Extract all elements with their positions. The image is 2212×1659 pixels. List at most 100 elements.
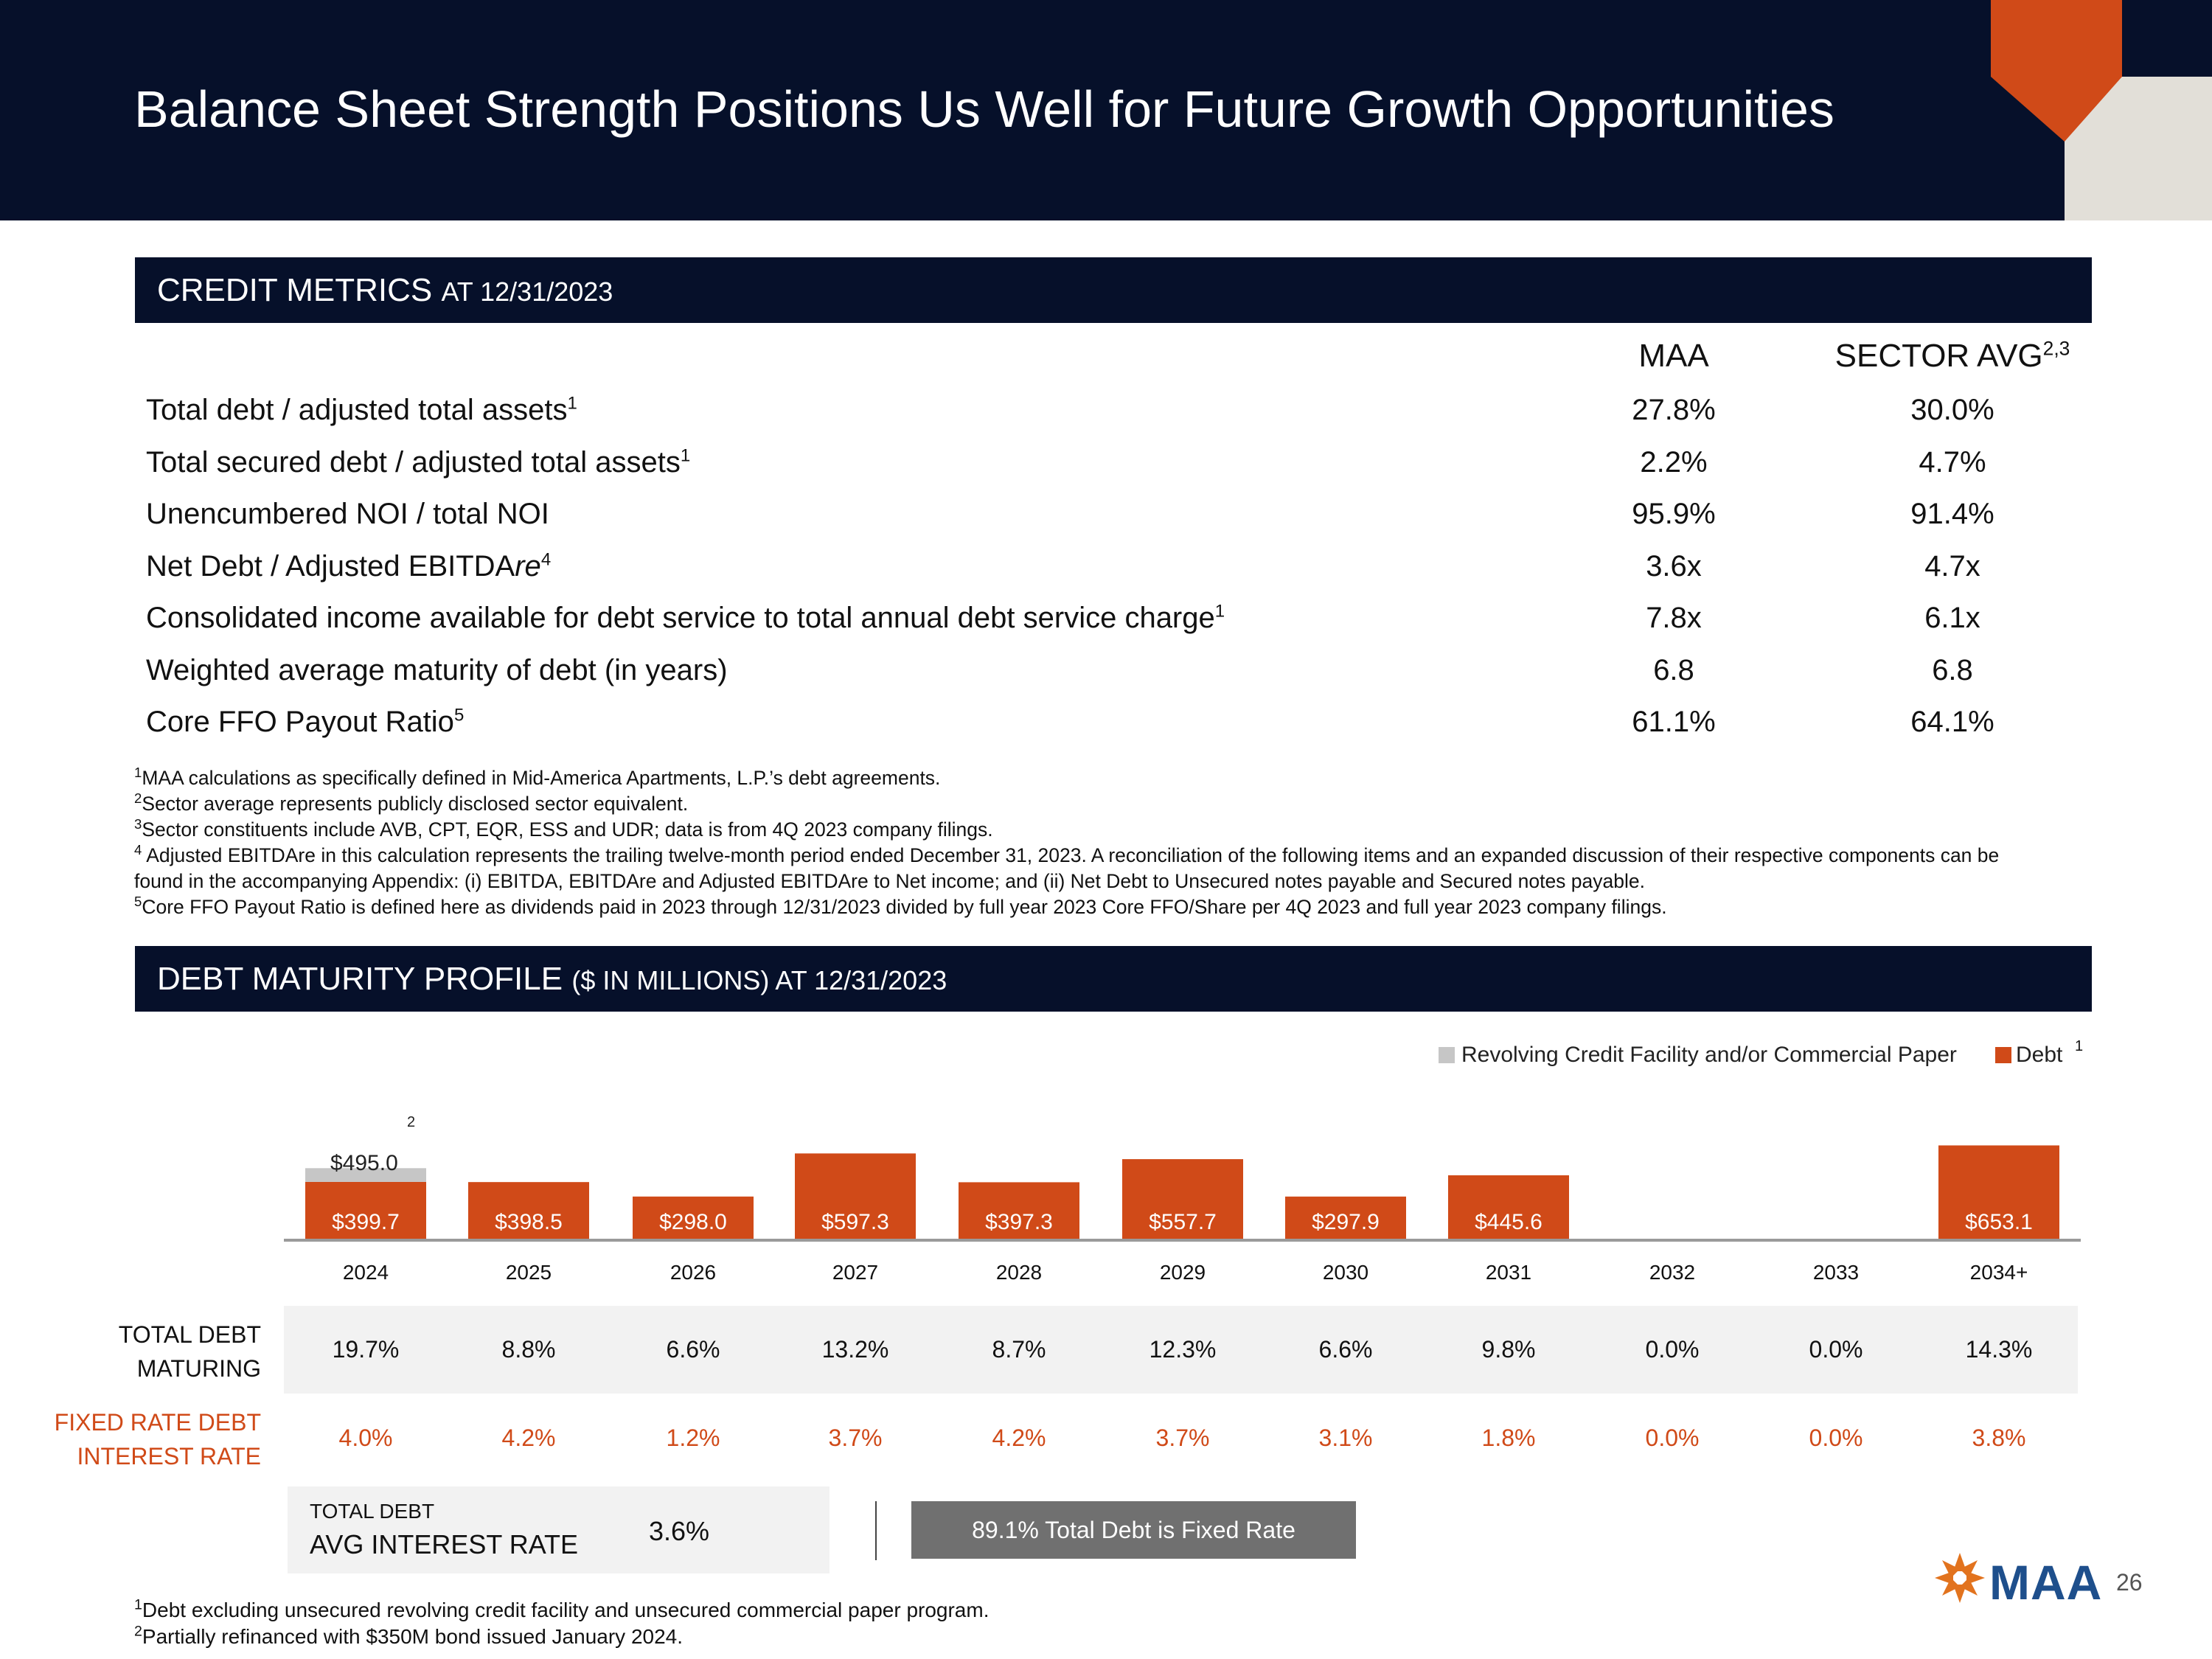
metric-value-sector: 4.7x <box>1924 549 1980 582</box>
debt-bar <box>1285 1196 1406 1239</box>
metric-row: Core FFO Payout Ratio5 61.1% 64.1% <box>0 706 2212 757</box>
debt-bar-label: $597.3 <box>821 1210 889 1234</box>
credit-footnotes: 1MAA calculations as specifically define… <box>134 765 2051 920</box>
legend-footnote-marker: 1 <box>2075 1038 2084 1054</box>
revolver-bar-label: $495.0 <box>330 1151 398 1175</box>
fixed-rate-label: FIXED RATE DEBT INTEREST RATE <box>54 1409 261 1470</box>
total-maturing-value: 0.0% <box>1809 1336 1863 1363</box>
debt-bar <box>633 1196 754 1239</box>
fixed-rate-value: 4.2% <box>501 1425 556 1451</box>
metric-value-sector: 91.4% <box>1910 498 1994 530</box>
total-maturing-band <box>284 1306 2078 1394</box>
total-maturing-value: 13.2% <box>821 1336 889 1363</box>
fixed-rate-value: 3.8% <box>1972 1425 2026 1451</box>
avg-rate-label-line2: AVG INTEREST RATE <box>310 1529 579 1559</box>
metric-row: Total secured debt / adjusted total asse… <box>0 446 2212 498</box>
title-banner <box>0 0 2212 220</box>
metric-row: Unencumbered NOI / total NOI 95.9% 91.4% <box>0 498 2212 549</box>
metric-value-sector: 30.0% <box>1910 394 1994 426</box>
debt-header-main: DEBT MATURITY PROFILE <box>157 961 563 997</box>
credit-header-sub: AT 12/31/2023 <box>441 276 613 307</box>
bar-footnote-marker: 2 <box>407 1114 415 1130</box>
debt-bar-label: $399.7 <box>332 1210 400 1234</box>
fixed-rate-value: 4.0% <box>338 1425 393 1451</box>
total-maturing-value: 9.8% <box>1481 1336 1536 1363</box>
metric-value-sector: 6.8 <box>1932 653 1973 686</box>
total-maturing-value: 8.7% <box>992 1336 1046 1363</box>
credit-header-main: CREDIT METRICS <box>157 272 433 308</box>
corner-decoration-icon <box>1991 0 2212 220</box>
footnote: 1Debt excluding unsecured revolving cred… <box>134 1596 990 1621</box>
footnote: 4 Adjusted EBITDAre in this calculation … <box>134 842 2000 892</box>
total-maturing-value: 6.6% <box>666 1336 720 1363</box>
metric-row: Weighted average maturity of debt (in ye… <box>0 654 2212 706</box>
x-tick-label: 2031 <box>1486 1261 1531 1284</box>
fixed-rate-value: 3.7% <box>828 1425 883 1451</box>
metric-label: Net Debt / Adjusted EBITDAre4 <box>146 549 552 582</box>
debt-bar-label: $297.9 <box>1312 1210 1380 1234</box>
footnote: 5Core FFO Payout Ratio is defined here a… <box>134 894 1667 918</box>
fixed-rate-value: 3.1% <box>1318 1425 1373 1451</box>
avg-interest-rate-box: TOTAL DEBT AVG INTEREST RATE 3.6% <box>288 1486 830 1573</box>
metric-value-maa: 3.6x <box>1646 549 1702 582</box>
revolver-bar <box>305 1168 426 1182</box>
avg-rate-label-line1: TOTAL DEBT <box>310 1500 435 1523</box>
x-tick-label: 2029 <box>1160 1261 1206 1284</box>
footnote: 2Sector average represents publicly disc… <box>134 790 689 815</box>
x-tick-label: 2033 <box>1813 1261 1859 1284</box>
metric-value-maa: 95.9% <box>1632 498 1716 530</box>
legend-revolver-label: Revolving Credit Facility and/or Commerc… <box>1461 1043 1957 1067</box>
metric-value-sector: 6.1x <box>1924 602 1980 634</box>
fixed-rate-value: 0.0% <box>1809 1425 1863 1451</box>
debt-bar <box>1938 1145 2059 1239</box>
legend-revolver-swatch <box>1439 1047 1455 1063</box>
metric-row: Consolidated income available for debt s… <box>0 602 2212 653</box>
debt-bar-label: $653.1 <box>1965 1210 2033 1234</box>
footnote: 2Partially refinanced with $350M bond is… <box>134 1623 684 1648</box>
fixed-rate-value: 1.8% <box>1481 1425 1536 1451</box>
x-tick-label: 2028 <box>996 1261 1042 1284</box>
metric-value-maa: 7.8x <box>1646 602 1702 634</box>
metric-value-sector: 64.1% <box>1910 706 1994 738</box>
metric-value-maa: 61.1% <box>1632 706 1716 738</box>
debt-bar <box>795 1153 916 1239</box>
divider <box>875 1501 877 1560</box>
debt-bar <box>1122 1159 1243 1239</box>
page-title: Balance Sheet Strength Positions Us Well… <box>134 80 1834 138</box>
footnote: 3Sector constituents include AVB, CPT, E… <box>134 816 993 841</box>
debt-footnotes: 1Debt excluding unsecured revolving cred… <box>134 1597 989 1650</box>
col-header-sector-avg: SECTOR AVG2,3 <box>1834 337 2070 374</box>
debt-header-sub: ($ IN MILLIONS) AT 12/31/2023 <box>571 965 947 995</box>
debt-bar <box>959 1182 1079 1239</box>
total-maturing-value: 19.7% <box>332 1336 400 1363</box>
metric-value-maa: 27.8% <box>1632 394 1716 426</box>
debt-bar-label: $557.7 <box>1149 1210 1217 1234</box>
debt-bar-label: $298.0 <box>659 1210 727 1234</box>
fixed-rate-badge: 89.1% Total Debt is Fixed Rate <box>911 1501 1356 1559</box>
x-tick-label: 2027 <box>832 1261 878 1284</box>
total-maturing-value: 12.3% <box>1149 1336 1217 1363</box>
x-tick-label: 2034+ <box>1970 1261 2028 1284</box>
footnote: 1MAA calculations as specifically define… <box>134 765 941 789</box>
metric-row: Total debt / adjusted total assets1 27.8%… <box>0 394 2212 445</box>
x-tick-label: 2026 <box>670 1261 716 1284</box>
debt-bar <box>468 1182 589 1239</box>
legend-debt-label: Debt <box>2016 1043 2063 1067</box>
x-tick-label: 2030 <box>1323 1261 1368 1284</box>
x-tick-label: 2025 <box>506 1261 552 1284</box>
credit-metrics-header: CREDIT METRICS AT 12/31/2023 <box>135 257 2092 323</box>
maa-logo-icon <box>1935 1553 1985 1603</box>
legend-debt-swatch <box>1995 1047 2011 1063</box>
total-maturing-value: 0.0% <box>1645 1336 1700 1363</box>
logo-text: MAA <box>1989 1555 2103 1610</box>
fixed-rate-value: 1.2% <box>666 1425 720 1451</box>
metric-value-sector: 4.7% <box>1919 445 1986 479</box>
total-maturing-value: 8.8% <box>501 1336 556 1363</box>
total-maturing-value: 6.6% <box>1318 1336 1373 1363</box>
metric-value-maa: 6.8 <box>1653 653 1694 686</box>
metric-label: Unencumbered NOI / total NOI <box>146 498 549 530</box>
debt-bar-label: $398.5 <box>495 1210 563 1234</box>
metric-label: Consolidated income available for debt s… <box>146 601 1225 634</box>
debt-bar-label: $445.6 <box>1475 1210 1543 1234</box>
x-tick-label: 2032 <box>1649 1261 1695 1284</box>
